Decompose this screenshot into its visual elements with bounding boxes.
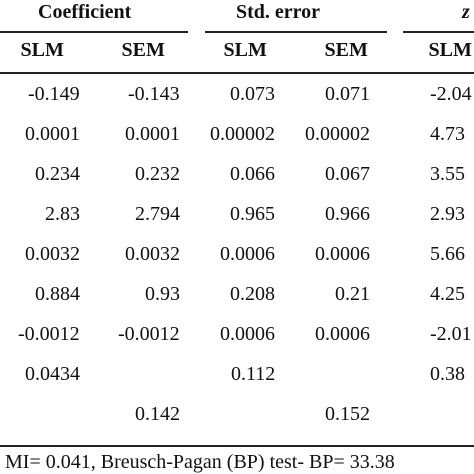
column-header: SLM [20, 39, 64, 61]
table-cell: 2.83 [45, 203, 80, 225]
table-cell: -0.0012 [18, 323, 80, 345]
table-cell: 0.00002 [305, 123, 370, 145]
table-cell: 0.208 [230, 283, 275, 305]
table-cell: 0.066 [230, 163, 275, 185]
table-cell: -0.0012 [118, 323, 180, 345]
header-rule [0, 72, 474, 74]
table-cell: 0.234 [35, 163, 80, 185]
table-cell: 0.112 [231, 363, 276, 385]
table-cell: 4.73 [430, 123, 465, 145]
table-cell: 0.0001 [25, 123, 80, 145]
table-cell: 5.66 [430, 243, 465, 265]
group-rule [0, 31, 188, 33]
table-cell: 0.152 [325, 403, 370, 425]
table-cell: 0.073 [230, 83, 275, 105]
table-cell: -0.143 [128, 83, 180, 105]
column-header: SLM [428, 39, 472, 61]
table-cell: 0.93 [145, 283, 180, 305]
table-cell: 0.232 [135, 163, 180, 185]
table-cell: 2.794 [135, 203, 180, 225]
table-cell: 4.25 [430, 283, 465, 305]
footer-note: MI= 0.041, Breusch-Pagan (BP) test- BP= … [5, 451, 395, 473]
table-cell: 0.0434 [25, 363, 80, 385]
table-cell: 0.0006 [315, 243, 370, 265]
table-cell: -2.04 [430, 83, 472, 105]
table-cell: 0.0001 [125, 123, 180, 145]
table-cell: 0.966 [325, 203, 370, 225]
table-cell: 0.965 [230, 203, 275, 225]
group-header: z [462, 1, 470, 23]
group-header: Coefficient [38, 1, 132, 23]
table-cell: 0.0032 [125, 243, 180, 265]
column-header: SEM [121, 39, 165, 61]
table-cell: 0.0032 [25, 243, 80, 265]
table-cell: 2.93 [430, 203, 465, 225]
column-header: SLM [223, 39, 267, 61]
table-cell: 3.55 [430, 163, 465, 185]
group-rule [205, 31, 387, 33]
table-cell: -2.01 [430, 323, 472, 345]
table-cell: 0.00002 [210, 123, 275, 145]
table-cell: 0.38 [430, 363, 465, 385]
table-cell: -0.149 [28, 83, 80, 105]
bottom-rule [0, 445, 474, 447]
table-cell: 0.067 [325, 163, 370, 185]
group-rule [403, 31, 474, 33]
table-cell: 0.0006 [220, 323, 275, 345]
group-header: Std. error [236, 1, 321, 23]
column-header: SEM [324, 39, 368, 61]
table-cell: 0.0006 [220, 243, 275, 265]
table-cell: 0.071 [325, 83, 370, 105]
table-cell: 0.0006 [315, 323, 370, 345]
table-cell: 0.21 [335, 283, 370, 305]
table-cell: 0.142 [135, 403, 180, 425]
table-cell: 0.884 [35, 283, 80, 305]
